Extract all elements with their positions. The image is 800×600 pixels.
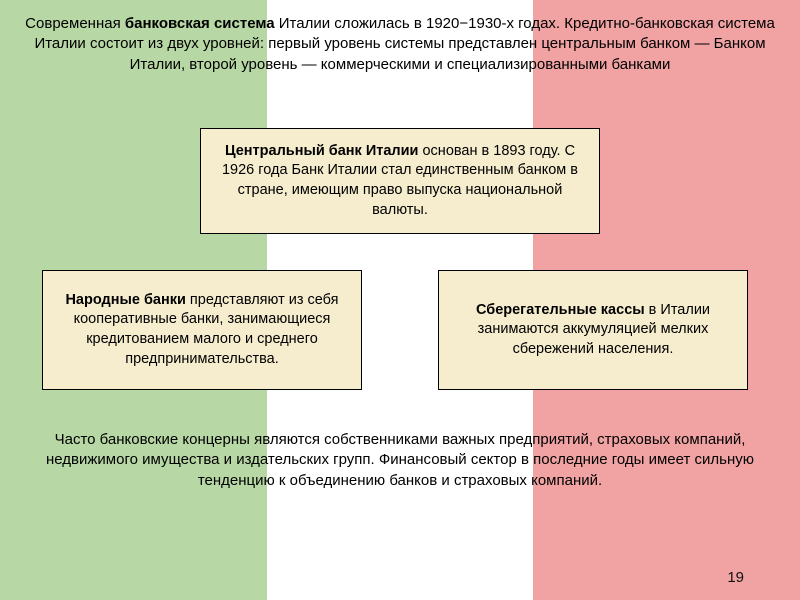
right-bold: Сберегательные кассы: [476, 302, 645, 318]
slide: Современная банковская система Италии сл…: [0, 0, 800, 600]
intro-paragraph: Современная банковская система Италии сл…: [18, 14, 782, 75]
content-layer: Современная банковская система Италии сл…: [0, 0, 800, 600]
footer-paragraph: Часто банковские концерны являются собст…: [28, 430, 772, 491]
peoples-banks-box: Народные банки представляют из себя кооп…: [42, 270, 362, 390]
left-bold: Народные банки: [65, 292, 185, 308]
central-bold: Центральный банк Италии: [225, 143, 419, 159]
intro-bold: банковская система: [125, 15, 275, 32]
central-bank-box: Центральный банк Италии основан в 1893 г…: [200, 128, 600, 234]
savings-banks-box: Сберегательные кассы в Италии занимаются…: [438, 270, 748, 390]
intro-prefix: Современная: [25, 15, 125, 32]
page-number: 19: [727, 569, 744, 586]
